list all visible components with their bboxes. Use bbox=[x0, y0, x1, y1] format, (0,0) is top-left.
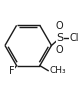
Text: O: O bbox=[56, 45, 64, 55]
Text: F: F bbox=[9, 66, 14, 76]
Text: S: S bbox=[56, 33, 63, 43]
Text: Cl: Cl bbox=[70, 33, 79, 43]
Text: O: O bbox=[56, 21, 64, 31]
Text: CH₃: CH₃ bbox=[49, 66, 66, 75]
